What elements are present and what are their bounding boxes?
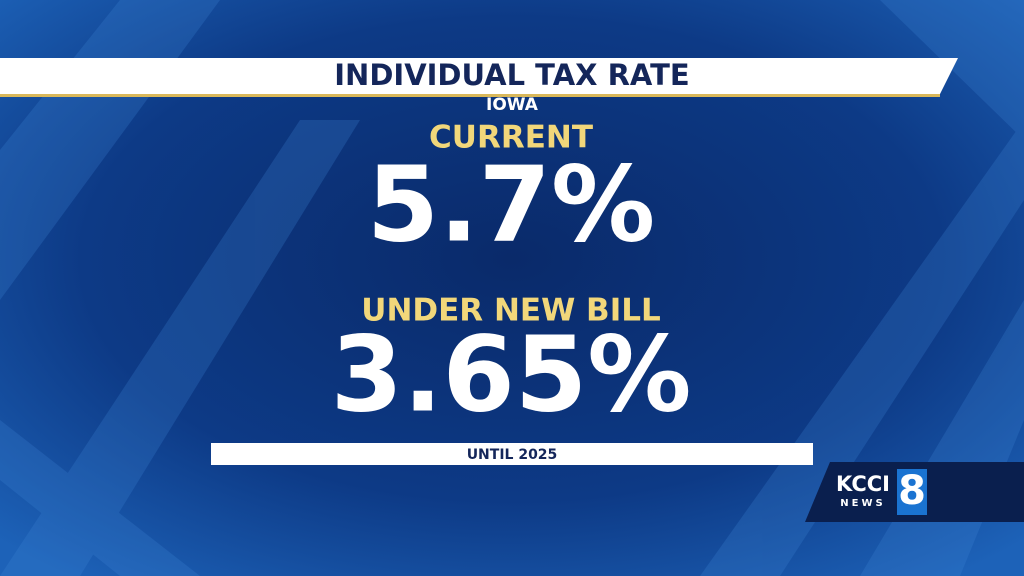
logo-badge bbox=[897, 469, 927, 515]
proposed-label: UNDER NEW BILL bbox=[361, 293, 660, 329]
logo-station: KCCI bbox=[836, 472, 890, 496]
logo-news: NEWS bbox=[840, 498, 885, 509]
title-banner bbox=[0, 58, 958, 94]
banner-rule bbox=[0, 94, 940, 97]
footnote-bar bbox=[211, 443, 813, 465]
current-rate: 5.7% bbox=[367, 143, 655, 265]
title: INDIVIDUAL TAX RATE bbox=[334, 58, 689, 92]
footnote: UNTIL 2025 bbox=[467, 447, 558, 463]
logo-channel: 8 bbox=[898, 468, 926, 514]
subtitle: IOWA bbox=[486, 95, 539, 115]
proposed-rate: 3.65% bbox=[331, 313, 692, 435]
current-label: CURRENT bbox=[429, 120, 593, 156]
